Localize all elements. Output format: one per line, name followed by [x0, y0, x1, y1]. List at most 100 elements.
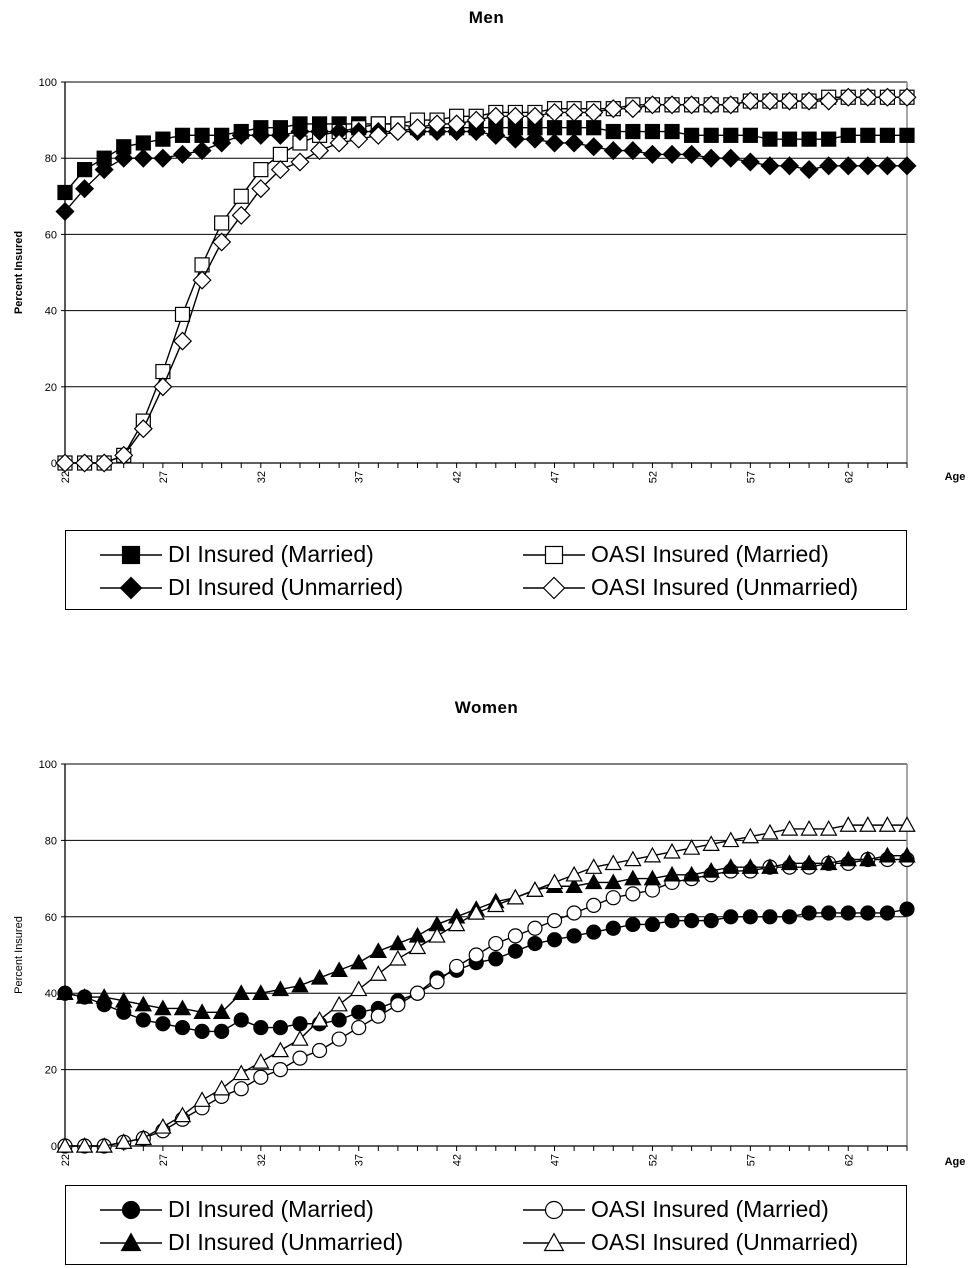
data-point — [702, 835, 720, 851]
x-tick-label: 57 — [745, 471, 757, 483]
legend-marker — [119, 576, 143, 599]
women-chart-plot: 0 20 40 60 80 100 22 27 32 37 42 47 52 57 62 Age Percent… — [13, 759, 965, 1168]
data-point — [545, 102, 565, 123]
x-tick-label: 52 — [647, 471, 659, 483]
data-point — [231, 205, 251, 225]
data-point — [75, 179, 95, 199]
data-point — [428, 926, 446, 943]
data-point — [799, 91, 819, 111]
data-point — [565, 877, 583, 893]
series-line — [64, 130, 907, 212]
data-point — [546, 932, 563, 948]
y-tick-label: 20 — [45, 382, 57, 394]
data-point — [525, 129, 545, 149]
y-tick-label: 0 — [51, 1141, 57, 1153]
data-point — [212, 232, 232, 252]
data-point — [488, 951, 504, 967]
data-point — [722, 831, 740, 848]
data-point — [310, 122, 330, 142]
data-point — [740, 91, 760, 111]
data-point — [703, 127, 719, 143]
legend-swatch — [523, 545, 585, 564]
data-point — [251, 125, 271, 145]
data-point — [192, 141, 212, 161]
data-point — [664, 123, 680, 140]
legend-item: OASI Insured (Married) — [521, 541, 829, 568]
data-point — [701, 95, 721, 115]
data-point — [605, 890, 621, 906]
data-point — [604, 854, 622, 871]
data-point — [742, 909, 758, 925]
data-point — [643, 846, 662, 863]
data-point — [546, 120, 563, 136]
data-point — [389, 949, 407, 966]
data-point — [212, 133, 232, 153]
data-point — [133, 148, 153, 168]
data-point — [878, 846, 897, 863]
y-tick-label: 100 — [39, 759, 57, 771]
data-point — [329, 133, 349, 153]
legend-label: DI Insured (Married) — [168, 541, 374, 567]
series-line — [64, 854, 907, 1013]
legend-item: DI Insured (Unmarried) — [98, 1229, 403, 1256]
data-point — [233, 1081, 249, 1097]
data-point — [94, 453, 114, 473]
data-point — [447, 114, 467, 134]
data-point — [390, 997, 406, 1013]
data-point — [351, 1019, 367, 1036]
x-tick-label: 52 — [647, 1154, 659, 1166]
data-point — [233, 188, 249, 204]
data-point — [194, 1023, 210, 1039]
legend-item: OASI Insured (Unmarried) — [521, 1229, 858, 1256]
data-point — [214, 1023, 230, 1039]
data-point — [467, 904, 485, 920]
data-point — [194, 127, 210, 143]
data-point — [780, 854, 799, 871]
data-point — [684, 127, 700, 143]
legend-label: DI Insured (Unmarried) — [168, 1229, 404, 1255]
data-point — [527, 935, 543, 952]
data-point — [899, 127, 915, 143]
data-point — [133, 419, 153, 439]
data-point — [545, 873, 564, 890]
data-point — [270, 160, 290, 180]
data-point — [291, 1030, 309, 1046]
women-chart-legend: DI Insured (Married) OASI Insured (Marrie… — [65, 1185, 907, 1265]
x-tick-label: 42 — [452, 471, 464, 483]
data-point — [741, 827, 760, 844]
y-tick-label: 40 — [45, 988, 57, 1000]
data-point — [799, 160, 819, 180]
data-point — [604, 873, 622, 890]
y-tick-label: 20 — [45, 1065, 57, 1077]
data-point — [253, 1069, 269, 1085]
legend-item: OASI Insured (Married) — [521, 1196, 829, 1223]
data-point — [488, 935, 504, 952]
data-point — [370, 1008, 386, 1024]
data-point — [662, 95, 682, 115]
legend-swatch — [523, 1200, 585, 1219]
data-point — [566, 928, 582, 944]
data-point — [271, 980, 290, 997]
data-point — [682, 95, 702, 115]
legend-item: DI Insured (Unmarried) — [98, 574, 403, 601]
men-chart-legend: DI Insured (Married) OASI Insured (Marrie… — [65, 530, 907, 610]
legend-item: DI Insured (Married) — [98, 541, 374, 568]
data-point — [761, 823, 779, 840]
data-point — [624, 850, 642, 867]
data-point — [466, 122, 486, 142]
legend-label: DI Insured (Unmarried) — [168, 574, 404, 600]
data-point — [429, 974, 445, 990]
data-point — [564, 133, 584, 153]
data-point — [762, 131, 778, 147]
data-point — [369, 965, 388, 981]
data-point — [468, 947, 484, 963]
data-point — [838, 87, 858, 107]
data-point — [701, 148, 721, 168]
data-point — [174, 306, 191, 323]
data-point — [233, 1012, 249, 1028]
data-point — [586, 120, 602, 136]
data-point — [819, 91, 839, 111]
data-point — [153, 377, 173, 397]
data-point — [76, 162, 93, 178]
data-point — [253, 1019, 269, 1036]
